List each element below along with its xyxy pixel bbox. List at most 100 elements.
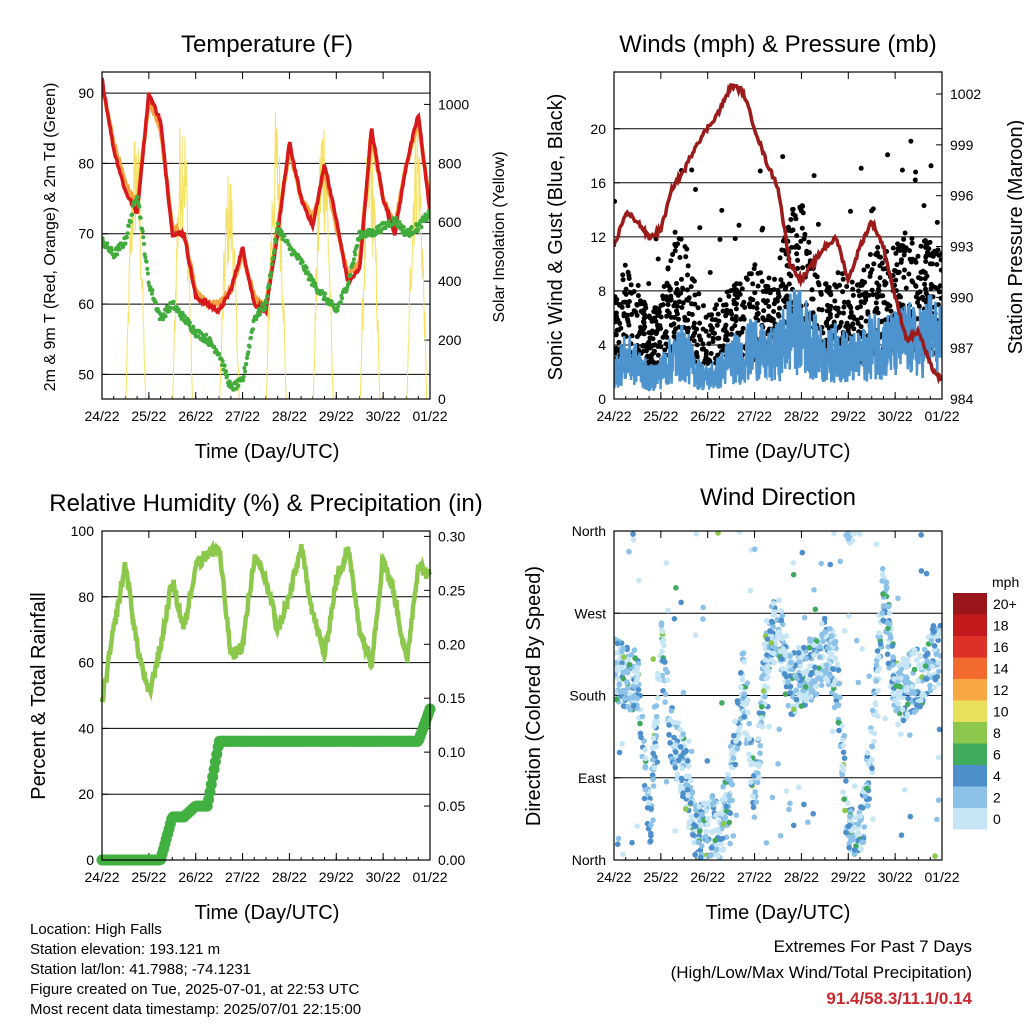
- y-tick-label: 4: [598, 337, 606, 353]
- direction-point: [827, 625, 833, 632]
- rh-xlabel: Time (Day/UTC): [195, 902, 340, 924]
- direction-point: [718, 840, 724, 847]
- direction-point: [787, 659, 794, 666]
- direction-point: [778, 656, 785, 662]
- y-tick-label: 100: [71, 523, 95, 539]
- gust-point: [858, 315, 864, 321]
- direction-point: [689, 789, 695, 796]
- direction-point: [935, 680, 942, 687]
- direction-point: [620, 703, 627, 709]
- dewpoint-point: [168, 305, 173, 310]
- direction-point: [783, 673, 790, 680]
- winds-ylabel: Sonic Wind & Gust (Blue, Black): [545, 94, 567, 381]
- gust-point: [675, 292, 681, 298]
- direction-point: [642, 747, 648, 753]
- gust-point: [930, 253, 936, 259]
- x-tick-label: 26/22: [178, 408, 213, 424]
- gust-point: [731, 283, 737, 289]
- gust-point: [898, 259, 904, 265]
- gust-point: [641, 331, 647, 336]
- gust-point: [923, 259, 929, 264]
- direction-point: [647, 838, 654, 844]
- y-tick-label: 0: [86, 852, 94, 868]
- direction-point: [762, 693, 768, 700]
- dewpoint-point: [204, 332, 209, 337]
- dewpoint-point: [125, 231, 130, 236]
- direction-point: [650, 735, 657, 742]
- gust-point: [635, 283, 641, 288]
- gust-point: [714, 302, 719, 308]
- gust-point: [909, 236, 915, 241]
- gust-point: [834, 313, 840, 319]
- direction-point: [667, 740, 673, 746]
- direction-point: [864, 750, 871, 756]
- gust-point: [800, 210, 806, 216]
- dewpoint-point: [163, 314, 168, 319]
- gust-point: [898, 294, 903, 300]
- direction-point: [852, 824, 858, 831]
- y2-tick-label: 200: [438, 332, 462, 348]
- gust-point: [635, 293, 641, 299]
- direction-point: [625, 656, 632, 663]
- direction-point: [885, 644, 891, 650]
- direction-point: [697, 856, 704, 860]
- direction-point: [753, 761, 759, 767]
- gust-point: [726, 293, 732, 299]
- direction-point: [624, 679, 630, 685]
- gust-point: [841, 304, 847, 310]
- y-tick-label: 60: [78, 655, 94, 671]
- gust-point: [614, 314, 620, 320]
- direction-point: [764, 684, 771, 691]
- direction-point: [731, 732, 737, 739]
- gust-point: [739, 286, 745, 292]
- direction-point: [900, 717, 907, 724]
- gust-point: [912, 177, 918, 183]
- gust-point: [755, 283, 761, 289]
- gust-point: [899, 167, 905, 173]
- direction-point: [748, 761, 754, 768]
- gust-point: [913, 283, 919, 289]
- direction-point: [837, 694, 843, 701]
- y-tick-label: West: [574, 605, 606, 621]
- dewpoint-point: [287, 242, 291, 247]
- direction-point: [657, 677, 663, 683]
- direction-point: [650, 757, 656, 763]
- gust-point: [623, 291, 629, 297]
- gust-point: [646, 281, 652, 287]
- direction-point: [776, 726, 783, 733]
- gust-point: [684, 287, 690, 293]
- direction-point: [634, 823, 640, 829]
- gust-point: [875, 310, 881, 316]
- dewpoint-point: [105, 241, 110, 246]
- direction-point: [769, 620, 776, 626]
- x-tick-label: 30/22: [878, 869, 913, 885]
- direction-point: [832, 692, 839, 699]
- direction-point: [692, 632, 699, 638]
- gust-point: [697, 225, 703, 231]
- gust-point: [938, 295, 942, 301]
- gust-point: [694, 350, 699, 355]
- direction-point: [696, 803, 703, 810]
- y2-tick-label: 0.15: [438, 690, 465, 706]
- dewpoint-point: [269, 270, 274, 275]
- direction-point: [883, 579, 890, 586]
- direction-point: [923, 570, 930, 577]
- direction-point: [931, 647, 938, 653]
- direction-point: [632, 655, 638, 661]
- gust-point: [764, 286, 770, 292]
- direction-point: [747, 587, 754, 594]
- direction-point: [845, 823, 851, 830]
- direction-point: [833, 697, 840, 704]
- direction-point: [738, 684, 744, 690]
- direction-point: [648, 832, 654, 839]
- solar-ylabel: Solar Insolation (Yellow): [491, 151, 508, 322]
- direction-point: [666, 731, 672, 738]
- direction-point: [775, 761, 781, 767]
- direction-point: [889, 690, 896, 696]
- direction-point: [895, 662, 902, 669]
- gust-point: [902, 249, 908, 255]
- direction-point: [704, 758, 711, 764]
- y-tick-label: 60: [78, 296, 94, 312]
- direction-point: [911, 709, 918, 715]
- gust-point: [693, 187, 698, 192]
